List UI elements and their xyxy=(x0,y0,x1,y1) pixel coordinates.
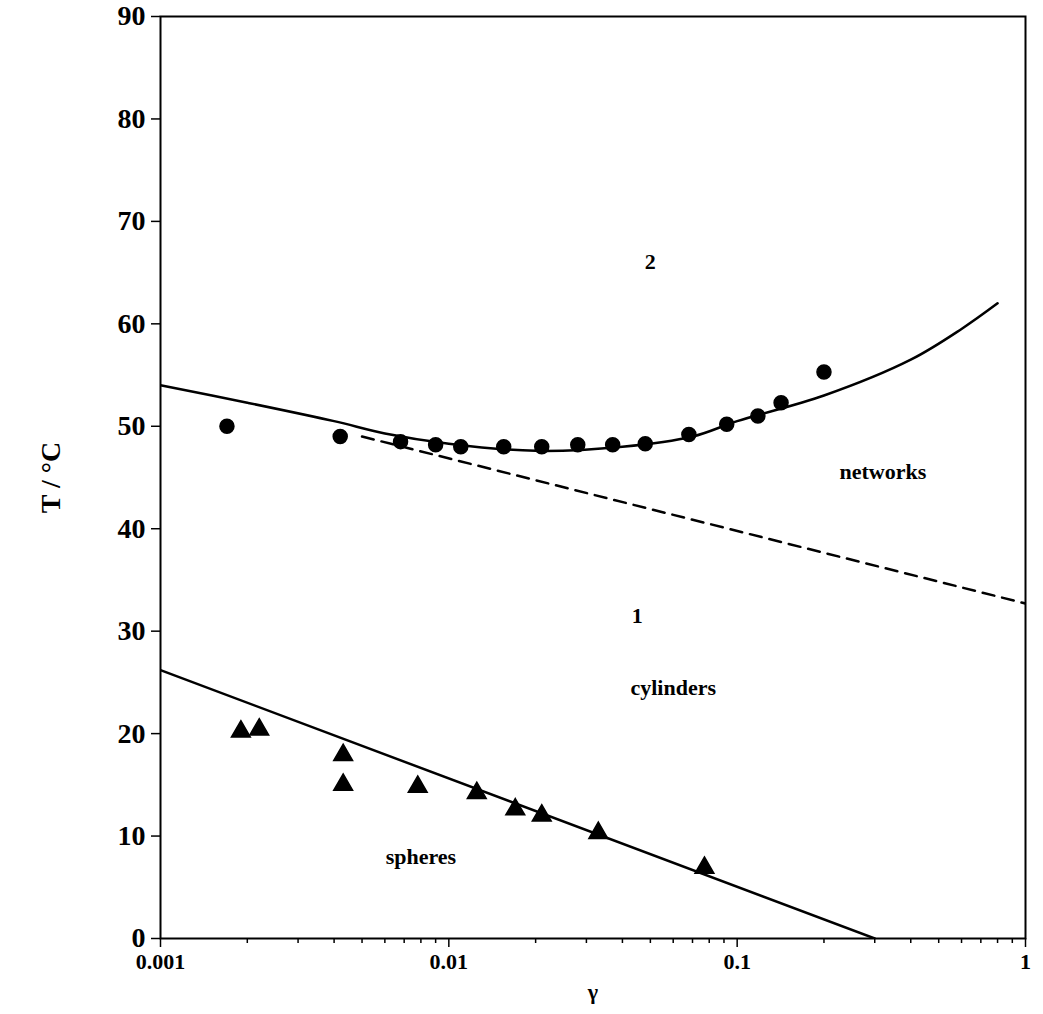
svg-text:20: 20 xyxy=(118,718,146,749)
svg-text:40: 40 xyxy=(118,513,146,544)
svg-text:10: 10 xyxy=(118,820,146,851)
svg-text:60: 60 xyxy=(118,308,146,339)
svg-text:1: 1 xyxy=(1020,949,1031,974)
svg-text:spheres: spheres xyxy=(386,844,457,869)
svg-text:networks: networks xyxy=(839,459,926,484)
svg-text:0.1: 0.1 xyxy=(723,949,751,974)
svg-text:γ: γ xyxy=(587,979,598,1004)
svg-text:1: 1 xyxy=(632,603,643,628)
svg-text:90: 90 xyxy=(118,0,146,31)
svg-text:2: 2 xyxy=(645,249,656,274)
svg-text:T / °C: T / °C xyxy=(35,442,66,513)
svg-text:0: 0 xyxy=(132,922,146,953)
svg-text:cylinders: cylinders xyxy=(630,675,716,700)
svg-text:0.001: 0.001 xyxy=(135,949,186,975)
svg-text:0.01: 0.01 xyxy=(430,949,469,974)
svg-text:30: 30 xyxy=(118,615,146,646)
svg-text:80: 80 xyxy=(118,103,146,134)
svg-text:70: 70 xyxy=(118,205,146,236)
svg-text:50: 50 xyxy=(118,410,146,441)
